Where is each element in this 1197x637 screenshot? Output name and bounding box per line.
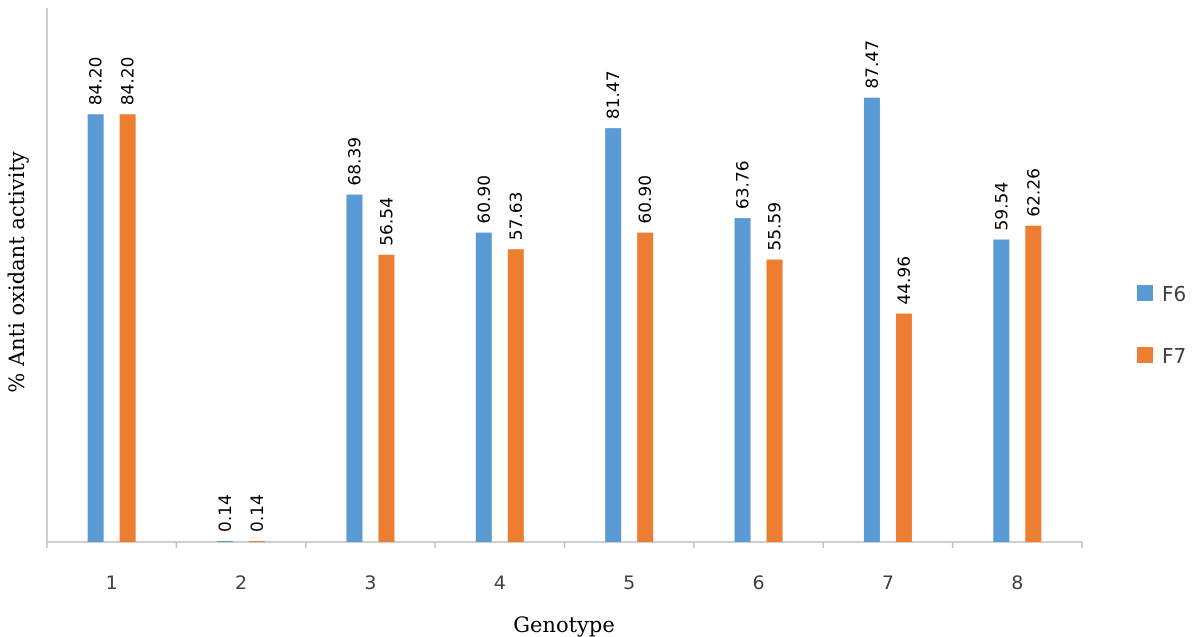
- data-label-f6-genotype-6: 63.76: [734, 160, 754, 209]
- bar-f6-genotype-6: [734, 218, 751, 543]
- data-label-f7-genotype-6: 55.59: [766, 202, 786, 251]
- data-label-f7-genotype-7: 44.96: [895, 256, 915, 305]
- legend-swatch-f6: [1137, 285, 1153, 301]
- data-label-f6-genotype-1: 84.20: [87, 57, 107, 106]
- data-label-f7-genotype-3: 56.54: [377, 197, 397, 246]
- x-tick-label: 6: [753, 572, 765, 594]
- data-label-f6-genotype-8: 59.54: [992, 182, 1012, 231]
- bar-f7-genotype-8: [1025, 225, 1042, 543]
- x-tick-label: 2: [235, 572, 247, 594]
- bar-f7-genotype-3: [378, 254, 395, 542]
- bar-f6-genotype-2: [217, 541, 234, 542]
- data-label-f6-genotype-2: 0.14: [216, 494, 236, 532]
- data-label-f7-genotype-8: 62.26: [1024, 168, 1044, 217]
- x-axis-ticks: [46, 542, 1083, 548]
- data-label-f7-genotype-2: 0.14: [248, 494, 268, 532]
- bar-f7-genotype-2: [249, 541, 266, 542]
- x-tick-label: 5: [623, 572, 635, 594]
- x-tick-label: 7: [882, 572, 894, 594]
- y-axis-title: % Anti oxidant activity: [5, 151, 29, 392]
- data-labels: 84.20 84.20 0.14 0.14 68.39 56.54 60.90 57.63 81…: [87, 40, 1045, 532]
- bar-f6-genotype-8: [993, 239, 1010, 542]
- bar-f6-genotype-5: [605, 128, 622, 543]
- data-label-f6-genotype-3: 68.39: [345, 137, 365, 186]
- bar-f6-genotype-3: [346, 194, 363, 542]
- x-tick-label: 4: [494, 572, 506, 594]
- x-tick-label: 1: [106, 572, 118, 594]
- x-tick-label: 8: [1011, 572, 1023, 594]
- data-label-f6-genotype-7: 87.47: [863, 40, 883, 89]
- bar-f7-genotype-7: [895, 313, 912, 542]
- chart-axes: [46, 8, 1082, 543]
- legend-swatch-f7: [1137, 347, 1153, 363]
- data-label-f7-genotype-4: 57.63: [507, 192, 527, 241]
- bar-f7-genotype-1: [119, 114, 136, 542]
- bar-f7-genotype-6: [766, 259, 783, 542]
- data-label-f7-genotype-1: 84.20: [119, 57, 139, 106]
- legend-label-f7: F7: [1162, 344, 1186, 368]
- bar-f7-genotype-5: [637, 232, 654, 543]
- x-axis-title: Genotype: [513, 613, 615, 637]
- data-label-f6-genotype-4: 60.90: [475, 175, 495, 224]
- data-label-f6-genotype-5: 81.47: [604, 70, 624, 119]
- legend-label-f6: F6: [1162, 282, 1186, 306]
- x-tick-label: 3: [364, 572, 376, 594]
- data-label-f7-genotype-5: 60.90: [636, 175, 656, 224]
- x-tick-labels: 1 2 3 4 5 6 7 8: [106, 572, 1024, 594]
- legend: F6 F7: [1137, 282, 1186, 368]
- bar-f6-genotype-4: [475, 232, 492, 543]
- bar-f7-genotype-4: [507, 249, 524, 542]
- bar-f6-genotype-1: [87, 114, 104, 542]
- bars: [87, 97, 1042, 543]
- bar-f6-genotype-7: [863, 97, 880, 542]
